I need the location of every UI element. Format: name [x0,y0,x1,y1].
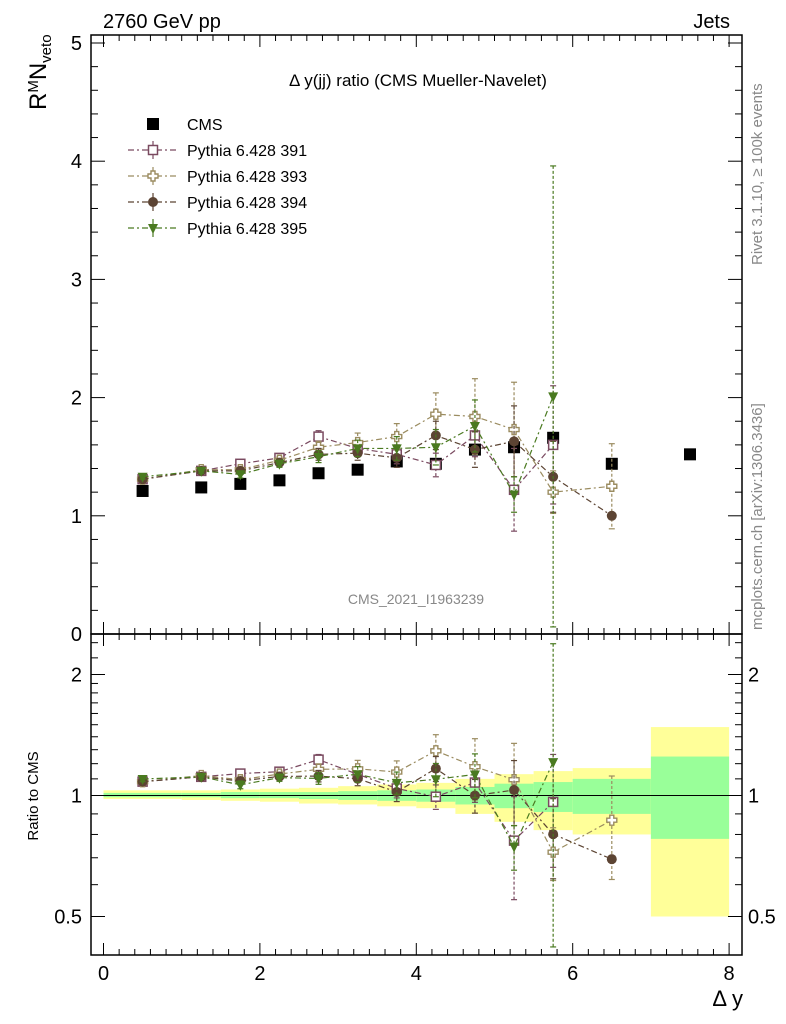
legend-marker [147,118,159,130]
ratio-point [430,775,441,786]
band-green-12 [650,756,730,839]
legend-label: Pythia 6.428 391 [187,143,307,160]
series-1 [137,385,559,901]
ratio-uncertainty-bands [103,727,730,917]
header-left: 2760 GeV pp [103,11,221,33]
data-point [606,480,618,492]
ratio-point [509,842,520,853]
cms-point [136,484,149,497]
y-tick-label: 5 [71,33,82,55]
legend-marker [147,170,159,182]
ratio-point [508,773,520,786]
y-tick-label: 0 [71,624,82,646]
data-point [508,423,520,436]
ratio-tick-label-right: 1 [748,786,759,808]
ratio-point [235,780,246,791]
ratio-line [142,761,554,848]
ratio-point [137,774,148,785]
y-tick-label: 3 [71,269,82,291]
series-line [142,434,613,517]
data-point [509,436,520,447]
series-line [142,396,554,496]
cms-point [273,474,286,487]
ratio-point [469,770,480,781]
legend-label: Pythia 6.428 393 [187,169,307,186]
y-tick-label: 2 [71,388,82,410]
ratio-point [196,772,207,783]
y-tick-label: 4 [71,151,82,173]
ratio-tick-label-left: 2 [71,665,82,687]
data-point [313,452,324,463]
cms-point [312,467,325,480]
x-axis-label: Δ y [712,986,743,1011]
series-line [142,413,612,493]
cms-point [351,463,364,476]
series-layer [136,165,696,948]
data-point [196,466,207,477]
ratio-point [352,770,363,781]
x-tick-label: 4 [411,963,422,985]
data-point [547,439,559,451]
ratio-point [606,854,617,865]
legend-label: Pythia 6.428 394 [187,195,307,212]
series-line [142,434,554,491]
ratio-point [313,754,324,765]
rivet-label: Rivet 3.1.10, ≥ 100k events [749,83,766,265]
y-tick-label: 1 [71,506,82,528]
chart-title: Δ y(jj) ratio (CMS Mueller-Navelet) [289,71,547,90]
data-point [137,472,148,483]
cms-point [234,477,247,490]
ratio-tick-label-left: 1 [71,786,82,808]
y-axis-label: RMNveto [25,34,55,110]
ratio-line [142,750,613,853]
ratio-tick-label-right: 2 [748,665,759,687]
header-right: Jets [693,11,730,33]
mcplots-label: mcplots.cern.ch [arXiv:1306.3436] [749,403,766,630]
ratio-point [548,758,559,769]
legend-marker [148,224,158,234]
data-point [430,443,441,454]
data-point [606,510,617,521]
data-point [509,490,520,501]
ratio-point [509,785,520,796]
analysis-watermark: CMS_2021_I1963239 [348,591,484,607]
ratio-y-axis-label: Ratio to CMS [25,751,42,840]
ratio-point [547,846,559,858]
ratio-point [274,773,285,784]
x-tick-label: 6 [567,963,578,985]
data-point [469,421,480,432]
legend-marker [147,144,159,156]
legend-label: CMS [187,117,223,134]
legend-label: Pythia 6.428 395 [187,221,307,238]
x-tick-label: 2 [254,963,265,985]
ratio-point [430,745,442,757]
data-point [352,444,363,455]
data-point [548,392,559,403]
data-point [274,459,285,470]
cms-point [684,448,696,461]
legend-marker [148,197,158,207]
data-point [313,431,324,442]
ratio-point [313,774,324,785]
series-4 [137,165,559,948]
x-tick-label: 0 [98,963,109,985]
data-point [430,408,442,420]
ratio-point [391,778,402,789]
data-point [391,444,402,455]
cms-point [195,481,208,494]
ratio-tick-label-left: 0.5 [54,907,82,929]
ratio-point [606,814,618,826]
axis-ticks: 0 2 4 6 8 0 1 2 3 4 5 0.5 0.5 1 1 2 2 [54,33,776,985]
x-tick-label: 8 [724,963,735,985]
ratio-tick-label-right: 0.5 [748,907,776,929]
data-point [235,470,246,481]
legend: CMS Pythia 6.428 391 Pythia 6.428 393 Pythi… [128,117,307,238]
